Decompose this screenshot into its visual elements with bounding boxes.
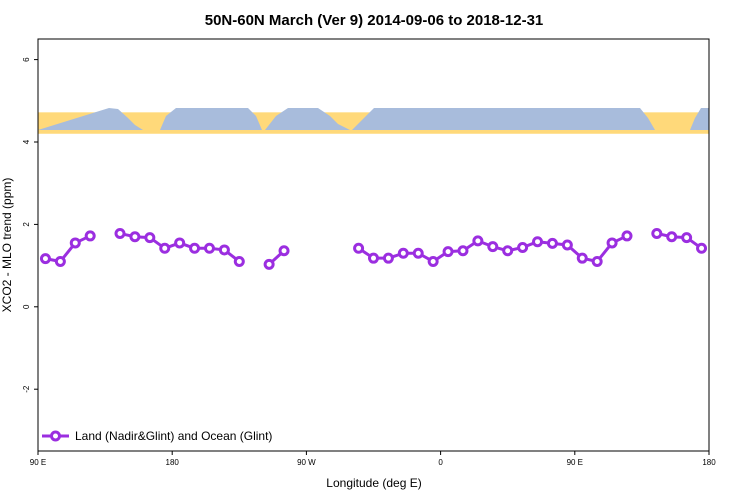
data-point [561,239,573,251]
data-point [457,245,469,257]
data-point [621,230,633,242]
map-strip [38,108,709,134]
data-point [412,247,424,259]
y-tick-label: 0 [22,304,31,309]
data-point [159,242,171,254]
data-point [189,242,201,254]
map-ocean-0 [38,108,143,130]
legend-marker [50,430,61,442]
y-tick-label: 4 [22,139,31,144]
x-tick-label: 90 E [30,458,46,467]
series-layer [39,227,708,270]
y-tick-label: 6 [22,57,31,62]
map-ocean-1 [160,108,262,130]
data-point [84,230,96,242]
data-point [144,232,156,244]
data-point [278,245,290,257]
map-ocean-4 [690,108,709,130]
y-axis-label: XCO2 - MLO trend (ppm) [0,178,14,313]
x-tick-label: 90 W [297,458,316,467]
data-point [397,247,409,259]
data-point [532,236,544,248]
data-point [54,255,66,267]
data-point [353,242,365,254]
data-point [681,232,693,244]
x-tick-label: 90 E [567,458,583,467]
data-point [606,237,618,249]
data-point [576,252,588,264]
y-tick-label: 2 [22,222,31,227]
data-point [263,258,275,270]
data-point [502,245,514,257]
data-point [427,255,439,267]
data-point [517,241,529,253]
data-point [442,246,454,258]
x-tick-label: 180 [702,458,716,467]
map-ocean-2 [265,108,350,130]
x-axis: 90 E 180 90 W 0 90 E 180 [30,451,716,467]
data-point [233,255,245,267]
series-line-segment [656,231,703,250]
data-point [487,241,499,253]
data-point [382,252,394,264]
data-point [546,237,558,249]
data-point [651,227,663,239]
data-point [114,227,126,239]
legend: Land (Nadir&Glint) and Ocean (Glint) [42,429,272,443]
x-tick-label: 0 [438,458,443,467]
series-line-segment [45,234,91,263]
data-point [218,244,230,256]
data-point [129,231,141,243]
data-point [39,253,51,265]
data-point [696,242,708,254]
x-tick-label: 180 [166,458,180,467]
map-ocean-3 [352,108,655,130]
chart-title: 50N-60N March (Ver 9) 2014-09-06 to 2018… [205,12,544,29]
legend-label: Land (Nadir&Glint) and Ocean (Glint) [75,429,272,443]
y-tick-label: -2 [22,385,31,393]
x-axis-label: Longitude (deg E) [326,476,421,490]
data-point [368,252,379,264]
y-axis: -2 0 2 4 6 [22,57,38,393]
data-point [591,255,603,267]
data-point [666,231,678,243]
data-point [174,237,186,249]
data-point [69,237,81,249]
plot-frame [37,38,710,452]
data-point [472,235,484,247]
data-point [203,242,215,254]
